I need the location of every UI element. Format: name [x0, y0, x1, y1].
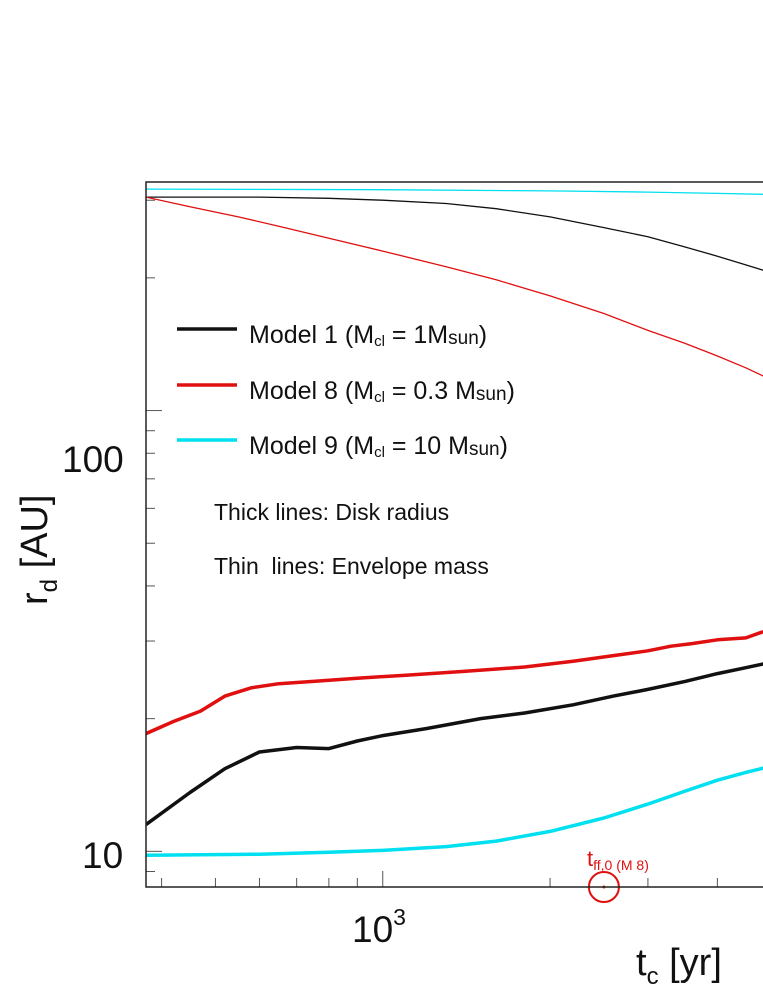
x-label-base: t — [636, 942, 647, 984]
plot-frame — [145, 181, 763, 888]
legend-model-8-open: (M — [338, 377, 374, 405]
legend-model-8-sub: cl — [374, 389, 385, 406]
legend-model-9-sub2: sun — [469, 439, 500, 460]
legend-model-9-name: Model 9 — [249, 432, 338, 460]
y-tick-label-100: 100 — [62, 439, 124, 480]
legend-model-8-close: ) — [507, 377, 515, 405]
legend-entry-model-8: Model 8 (Mcl = 0.3 Msun) — [249, 377, 515, 406]
series-line-model-1-disk-radius — [146, 662, 763, 827]
freefall-annotation-label: tff,0 (M 8) — [587, 846, 649, 873]
x-label-unit: [yr] — [659, 942, 722, 984]
y-label-sub: d — [36, 579, 63, 592]
legend-model-8-name: Model 8 — [249, 377, 338, 405]
legend-model-1-sub: cl — [374, 333, 385, 350]
legend-entry-model-9: Model 9 (Mcl = 10 Msun) — [249, 432, 508, 461]
legend-model-8-mid: = 0.3 M — [385, 377, 476, 405]
series-line-model-1-envelope-mass — [146, 196, 763, 271]
freefall-label-base: t — [587, 846, 593, 871]
note-thick-lines: Thick lines: Disk radius — [214, 499, 449, 525]
y-label-base: r — [14, 592, 56, 605]
x-tick-label-1000: 103 — [352, 904, 406, 950]
freefall-label-sub: ff,0 (M 8) — [593, 857, 649, 873]
legend-model-1-open: (M — [338, 321, 374, 349]
x-label-sub: c — [647, 963, 659, 987]
series-line-model-9-envelope-mass — [146, 188, 763, 195]
y-axis-label: rd [AU] — [14, 495, 63, 605]
legend-model-9-sub: cl — [374, 444, 385, 461]
y-label-unit: [AU] — [14, 495, 56, 579]
y-tick-label-10: 10 — [82, 835, 123, 876]
legend-model-8-sub2: sun — [476, 384, 507, 405]
x-axis-label: tc [yr] — [636, 942, 722, 987]
legend-model-9-close: ) — [500, 432, 508, 460]
plot-series — [146, 188, 763, 857]
series-line-model-8-envelope-mass — [146, 196, 763, 377]
legend-model-1-close: ) — [479, 321, 487, 349]
series-line-model-8-disk-radius — [146, 630, 763, 736]
legend-model-1-name: Model 1 — [249, 321, 338, 349]
legend-model-1-mid: = 1M — [385, 321, 448, 349]
note-thin-lines: Thin lines: Envelope mass — [214, 553, 489, 579]
legend: Model 1 (Mcl = 1Msun) Model 8 (Mcl = 0.3… — [177, 321, 515, 579]
axis-ticks — [146, 199, 718, 887]
legend-model-9-open: (M — [338, 432, 374, 460]
legend-entry-model-1: Model 1 (Mcl = 1Msun) — [249, 321, 487, 350]
x-tick-base: 10 — [352, 909, 393, 950]
legend-model-1-sub2: sun — [448, 328, 479, 349]
x-tick-exponent: 3 — [393, 904, 406, 930]
series-line-model-9-disk-radius — [146, 766, 763, 857]
legend-model-9-mid: = 10 M — [385, 432, 469, 460]
